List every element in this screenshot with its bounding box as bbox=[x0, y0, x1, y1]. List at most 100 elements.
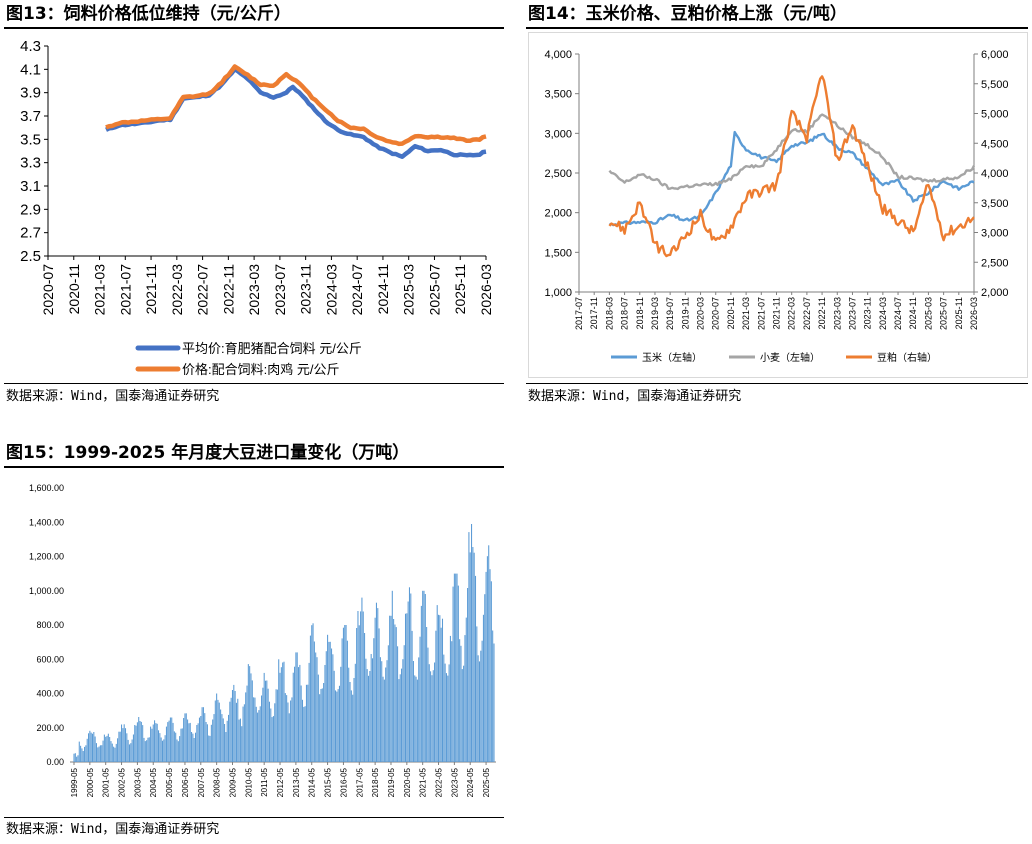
data-bar bbox=[243, 704, 245, 762]
data-bar bbox=[362, 611, 364, 762]
data-bar bbox=[283, 661, 285, 762]
data-bar bbox=[76, 756, 78, 762]
data-bar bbox=[304, 706, 306, 762]
data-bar bbox=[308, 662, 310, 762]
data-bar bbox=[319, 694, 321, 762]
data-bar bbox=[86, 738, 88, 762]
x-tick-label: 2023-11 bbox=[863, 297, 873, 329]
right-y-tick-label: 6,000 bbox=[981, 49, 1009, 61]
data-bar bbox=[98, 746, 100, 762]
x-tick-label: 2021-05 bbox=[419, 767, 428, 797]
data-bar bbox=[169, 717, 171, 762]
x-tick-label: 2024-03 bbox=[878, 297, 888, 330]
data-bar bbox=[217, 699, 219, 762]
x-tick-label: 2023-07 bbox=[272, 264, 288, 316]
x-tick-label: 2020-07 bbox=[40, 264, 56, 316]
data-bar bbox=[238, 719, 240, 762]
data-bar bbox=[247, 664, 249, 762]
data-bar bbox=[453, 573, 455, 762]
data-bar bbox=[214, 700, 216, 762]
data-bar bbox=[448, 664, 450, 762]
data-bar bbox=[284, 693, 286, 762]
y-tick-label: 4.3 bbox=[20, 38, 41, 55]
data-bar bbox=[477, 655, 479, 762]
x-tick-label: 2025-11 bbox=[452, 264, 468, 315]
x-tick-label: 2019-03 bbox=[650, 297, 660, 330]
data-bar bbox=[299, 664, 301, 762]
data-bar bbox=[89, 730, 91, 762]
right-y-tick-label: 2,500 bbox=[981, 257, 1009, 269]
data-bar bbox=[439, 615, 441, 762]
x-tick-label: 2022-03 bbox=[787, 297, 797, 330]
data-bar bbox=[427, 647, 429, 762]
data-bar bbox=[342, 627, 344, 762]
y-tick-label: 3.9 bbox=[20, 85, 41, 102]
data-bar bbox=[221, 714, 223, 762]
data-bar bbox=[395, 627, 397, 762]
data-bar bbox=[134, 725, 136, 762]
data-bar bbox=[177, 741, 179, 762]
data-bar bbox=[432, 670, 434, 762]
x-tick-label: 2023-11 bbox=[298, 264, 314, 315]
x-tick-label: 2015-05 bbox=[324, 767, 333, 797]
x-tick-label: 2024-07 bbox=[893, 297, 903, 330]
data-bar bbox=[320, 689, 322, 762]
x-tick-label: 2026-03 bbox=[478, 264, 494, 316]
data-bar bbox=[456, 573, 458, 762]
data-bar bbox=[189, 722, 191, 762]
data-bar bbox=[103, 734, 105, 762]
y-tick-label: 1,200.00 bbox=[29, 552, 64, 562]
data-bar bbox=[288, 713, 290, 762]
data-bar bbox=[226, 720, 228, 762]
data-bar bbox=[259, 706, 261, 762]
data-bar bbox=[176, 739, 178, 762]
data-bar bbox=[267, 688, 269, 762]
data-bar bbox=[188, 723, 190, 762]
data-bar bbox=[131, 739, 133, 762]
data-bar bbox=[485, 571, 487, 762]
data-bar bbox=[193, 738, 195, 762]
x-tick-label: 2004-05 bbox=[149, 767, 158, 797]
data-bar bbox=[88, 733, 90, 762]
data-bar bbox=[311, 625, 313, 762]
data-bar bbox=[77, 755, 79, 762]
data-bar bbox=[171, 717, 173, 762]
data-bar bbox=[143, 737, 145, 762]
data-bar bbox=[436, 605, 438, 762]
data-bar bbox=[111, 743, 113, 762]
data-bar bbox=[381, 661, 383, 762]
data-bar bbox=[443, 654, 445, 762]
data-bar bbox=[250, 673, 252, 762]
data-bar bbox=[341, 638, 343, 762]
x-tick-label: 2012-05 bbox=[276, 767, 285, 797]
data-bar bbox=[187, 719, 189, 762]
figure-13-title-rule bbox=[4, 27, 504, 29]
data-bar bbox=[218, 702, 220, 762]
x-tick-label: 2007-05 bbox=[197, 767, 206, 797]
data-bar bbox=[346, 640, 348, 762]
data-bar bbox=[305, 684, 307, 762]
figure-14-bottom-rule bbox=[526, 383, 1028, 384]
data-bar bbox=[360, 611, 362, 762]
data-bar bbox=[205, 722, 207, 762]
x-tick-label: 2022-07 bbox=[195, 264, 211, 316]
y-tick-label: 2.7 bbox=[20, 225, 41, 242]
x-tick-label: 2021-07 bbox=[117, 264, 133, 316]
data-bar bbox=[420, 605, 422, 762]
data-bar bbox=[272, 716, 274, 762]
x-tick-label: 2023-07 bbox=[847, 297, 857, 330]
x-tick-label: 2023-03 bbox=[246, 264, 262, 316]
data-bar bbox=[385, 667, 387, 762]
data-bar bbox=[472, 547, 474, 762]
data-bar bbox=[469, 552, 471, 762]
x-tick-label: 2019-11 bbox=[680, 297, 690, 329]
data-bar bbox=[312, 623, 314, 762]
data-bar bbox=[229, 701, 231, 762]
data-bar bbox=[139, 721, 141, 762]
data-bar bbox=[411, 630, 413, 762]
data-bar bbox=[356, 628, 358, 762]
data-bar bbox=[163, 739, 165, 762]
data-bar bbox=[345, 625, 347, 762]
data-bar bbox=[159, 733, 161, 762]
data-bar bbox=[275, 689, 277, 762]
